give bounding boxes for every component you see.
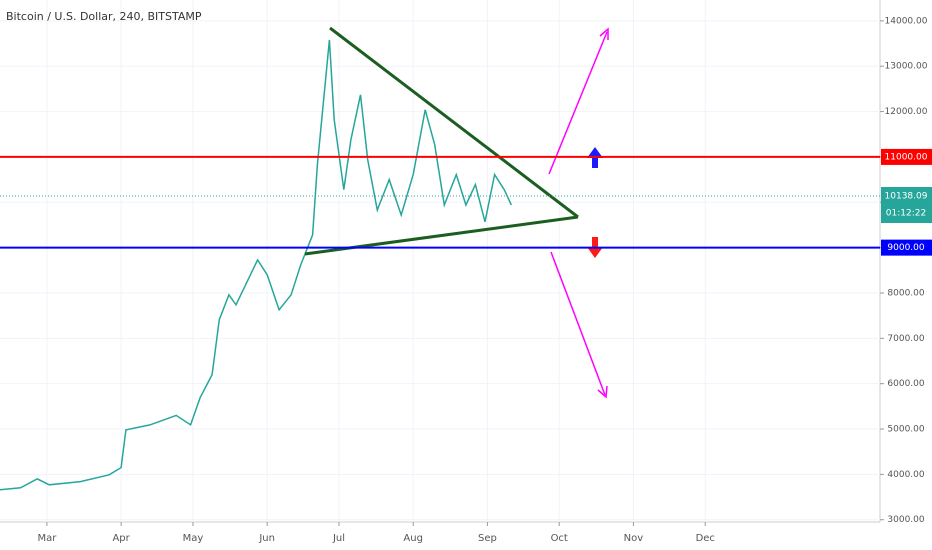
arrow-down-head xyxy=(597,385,608,399)
price-line xyxy=(0,39,512,491)
y-tick-label: 4000.00 xyxy=(887,470,924,480)
y-tick-label: 7000.00 xyxy=(887,334,924,344)
level-badge xyxy=(881,148,932,165)
last-price-badge xyxy=(881,187,932,224)
y-tick-label: 13000.00 xyxy=(885,62,928,72)
x-tick-label: Sep xyxy=(478,533,497,544)
arrow-up-path xyxy=(548,31,608,175)
level-label: 9000.00 xyxy=(887,243,924,253)
y-tick-label: 3000.00 xyxy=(887,515,924,525)
x-tick-label: Apr xyxy=(112,533,130,544)
y-tick-label: 14000.00 xyxy=(885,16,928,26)
triangle-upper xyxy=(329,26,579,219)
level-badge xyxy=(881,239,932,256)
x-tick-label: May xyxy=(183,533,204,544)
y-tick-label: 6000.00 xyxy=(887,379,924,389)
x-tick-label: Dec xyxy=(696,533,715,544)
last-price-label: 10138.09 xyxy=(885,192,928,202)
x-tick-label: Jul xyxy=(332,533,345,544)
arrow-up-head xyxy=(599,27,609,40)
chart-title: Bitcoin / U.S. Dollar, 240, BITSTAMP xyxy=(6,10,202,23)
arrow-down-path xyxy=(550,251,606,396)
level-label: 11000.00 xyxy=(885,152,928,162)
countdown: 01:12:22 xyxy=(886,209,926,219)
x-tick-label: Mar xyxy=(37,533,57,544)
y-tick-label: 5000.00 xyxy=(887,425,924,435)
x-tick-label: Oct xyxy=(551,533,568,544)
y-tick-label: 8000.00 xyxy=(887,288,924,298)
y-tick-label: 12000.00 xyxy=(885,107,928,117)
x-tick-label: Jun xyxy=(258,533,275,544)
x-tick-label: Nov xyxy=(624,533,644,544)
plot xyxy=(0,0,880,522)
x-tick-label: Aug xyxy=(403,533,423,544)
